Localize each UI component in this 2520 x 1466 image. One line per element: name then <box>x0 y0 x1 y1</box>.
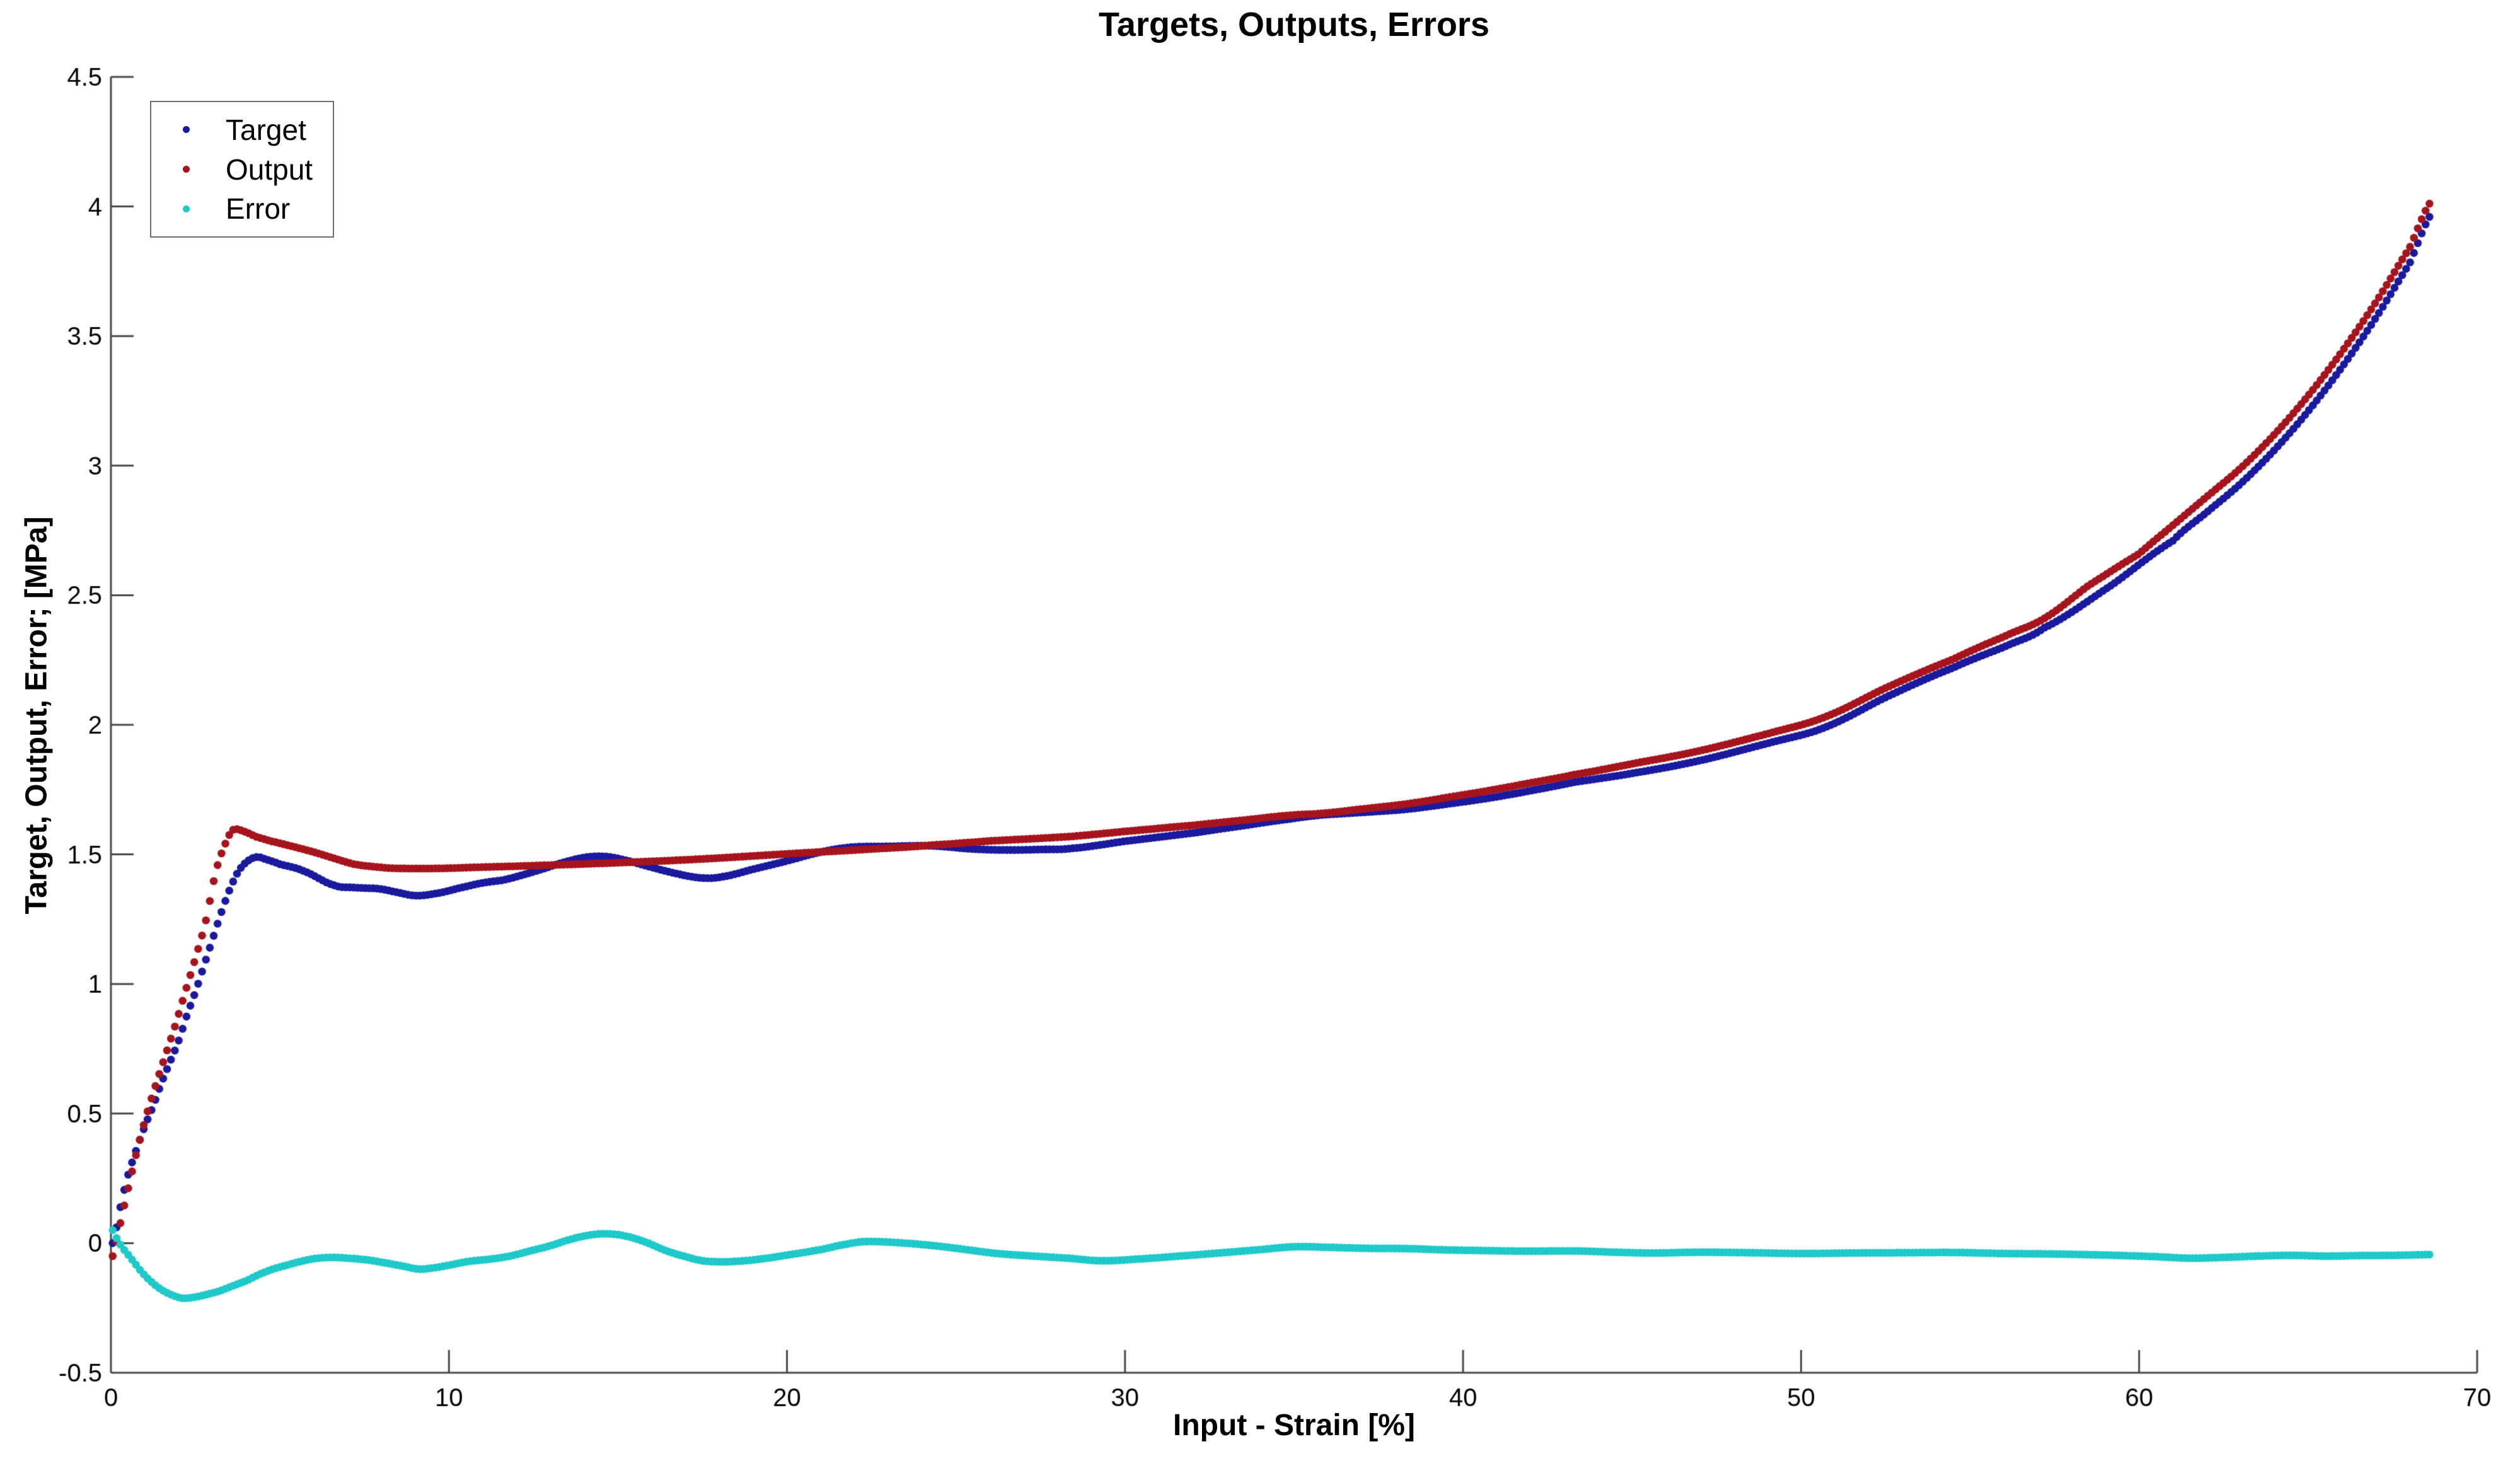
x-axis-label: Input - Strain [%] <box>1173 1409 1415 1442</box>
legend-item-output: Output <box>151 155 333 184</box>
legend-item-target: Target <box>151 115 333 144</box>
legend: Target Output Error <box>150 101 334 238</box>
target-marker-dot-icon <box>183 126 190 134</box>
legend-label-output: Output <box>226 153 313 186</box>
legend-item-error: Error <box>151 194 333 223</box>
y-axis-label: Target, Output, Error; [MPa] <box>20 516 54 915</box>
legend-label-target: Target <box>226 113 306 146</box>
error-marker-dot-icon <box>183 205 190 212</box>
legend-label-error: Error <box>226 192 291 226</box>
chart-title: Targets, Outputs, Errors <box>1098 6 1490 43</box>
output-marker-dot-icon <box>183 166 190 173</box>
